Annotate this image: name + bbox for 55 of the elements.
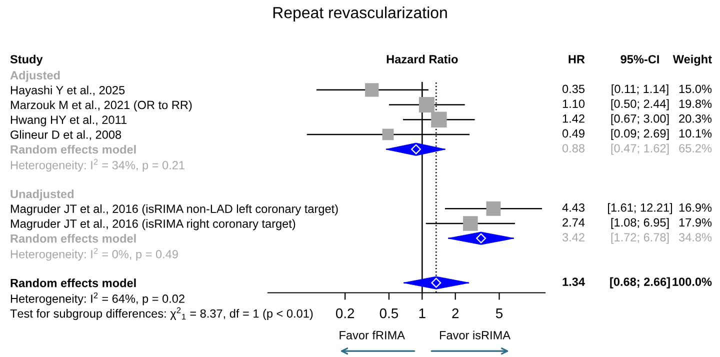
data-label: 0.35 — [562, 84, 585, 94]
y-tick-label: Hwang HY et al., 2011 — [10, 115, 126, 126]
data-label: 0.49 — [562, 129, 584, 138]
text: 1.34 — [562, 278, 585, 286]
text: [0.50; 2.44] — [611, 99, 669, 110]
text: 3.42 — [562, 233, 584, 242]
chart-title: Repeat revascularization — [273, 6, 447, 22]
y-tick-label: Adjusted — [10, 70, 60, 82]
data-label: 2.74 — [562, 218, 585, 227]
text: 15.0% — [679, 84, 712, 94]
y-tick-label: Hayashi Y et al., 2025 — [10, 86, 125, 97]
y-tick-label: Heterogeneity: I$^{2}$ = 64%, p = 0.02 — [10, 292, 184, 306]
y-tick-label: Magruder JT et al., 2016 (isRIMA non-LAD left coronary target) — [10, 204, 338, 216]
text: Hazard Ratio — [386, 54, 458, 64]
y-tick-label: Marzouk M et al., 2021 (OR to RR) — [10, 100, 192, 112]
text: 19.8% — [679, 100, 712, 108]
text: [1.72; 6.78] — [611, 232, 669, 244]
y-tick-label: Unadjusted — [10, 190, 74, 201]
y-tick-label: Heterogeneity: I$^{2}$ = 0%, p = 0.49 — [10, 248, 178, 261]
x-tick-label: 0.5 — [380, 308, 398, 318]
text: 34.8% — [678, 233, 712, 242]
y-tick-label: Glineur D et al., 2008 — [10, 130, 122, 140]
data-label: 1.42 — [562, 114, 584, 123]
text: Favor isRIMA — [440, 330, 510, 340]
text: 65.2% — [679, 144, 712, 152]
text: 100.0% — [672, 278, 712, 286]
text: 16.9% — [679, 203, 712, 212]
text: [1.61; 12.21] — [608, 203, 672, 214]
y-tick-label: Random effects model — [10, 234, 136, 243]
text: [0.68; 2.66] — [610, 277, 670, 288]
x-tick-label: 5 — [496, 308, 503, 318]
text: [1.08; 6.95] — [611, 218, 669, 229]
text: 10.1% — [679, 129, 712, 138]
y-tick-label: Test for subgroup differences: χ$^{2}$$_{1}$ = 8.37, df = 1 (p < 0.01) — [10, 307, 313, 320]
y-tick-label: Heterogeneity: I$^{2}$ = 34%, p = 0.21 — [10, 158, 184, 172]
text: [0.11; 1.14] — [612, 84, 668, 96]
text: Favor fRIMA — [340, 330, 405, 340]
data-label: 1.10 — [562, 100, 585, 108]
y-tick-label: Magruder JT et al., 2016 (isRIMA right coronary target) — [10, 219, 296, 230]
text: 0.88 — [562, 144, 584, 152]
text: Study — [10, 54, 43, 66]
text: HR — [568, 55, 585, 64]
text: [0.09; 2.69] — [611, 128, 669, 140]
text: 17.9% — [679, 218, 712, 227]
text: 95%-CI — [620, 55, 659, 64]
text: [0.47; 1.62] — [611, 144, 669, 155]
text: [0.67; 3.00] — [611, 114, 669, 126]
y-tick-label: Random effects model — [10, 278, 136, 288]
y-tick-label: Random effects model — [10, 145, 136, 154]
text: 20.3% — [679, 114, 712, 123]
x-tick-label: 0.2 — [336, 308, 354, 318]
text: Weight — [672, 54, 712, 66]
x-tick-label: 1 — [419, 308, 426, 318]
x-tick-label: 2 — [452, 308, 459, 318]
data-label: 4.43 — [562, 203, 584, 212]
